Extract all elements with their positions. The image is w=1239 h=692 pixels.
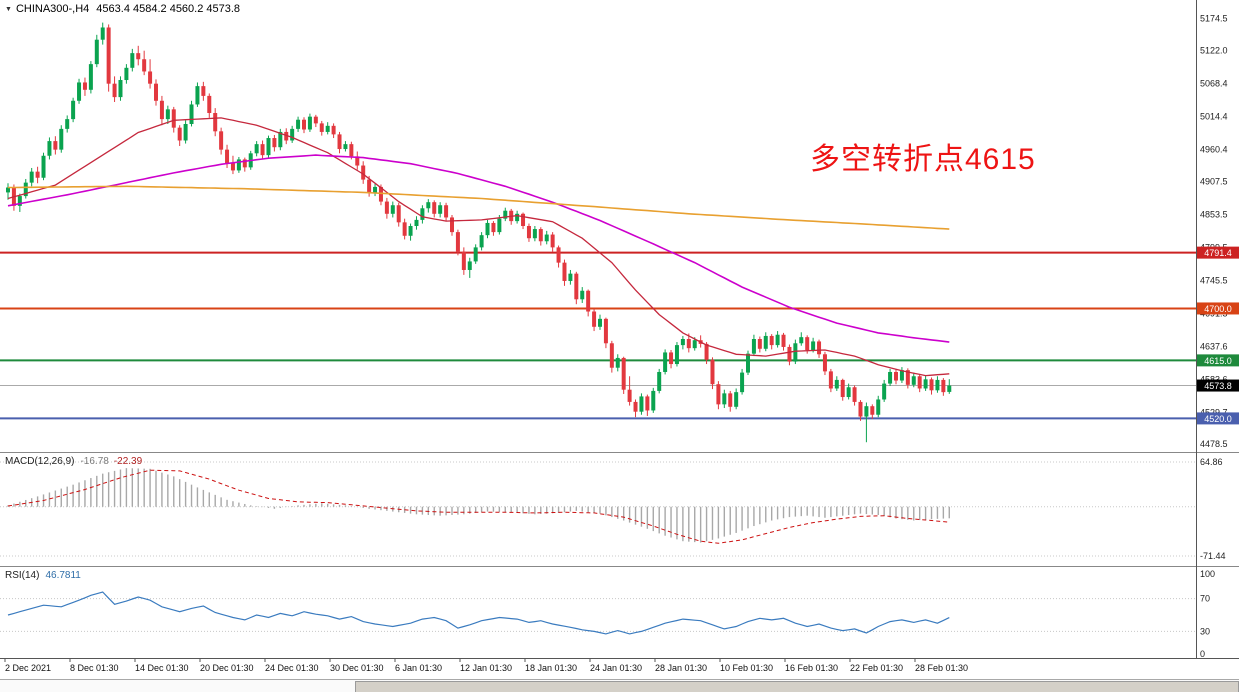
svg-text:10 Feb 01:30: 10 Feb 01:30 xyxy=(720,663,773,673)
svg-text:12 Jan 01:30: 12 Jan 01:30 xyxy=(460,663,512,673)
svg-text:24 Jan 01:30: 24 Jan 01:30 xyxy=(590,663,642,673)
svg-text:4745.5: 4745.5 xyxy=(1200,276,1228,286)
svg-text:28 Jan 01:30: 28 Jan 01:30 xyxy=(655,663,707,673)
svg-text:30: 30 xyxy=(1200,626,1210,636)
svg-text:-71.44: -71.44 xyxy=(1200,551,1226,561)
annotation-text: 多空转折点4615 xyxy=(810,143,1036,176)
horizontal-scrollbar[interactable] xyxy=(0,679,1239,692)
svg-text:14 Dec 01:30: 14 Dec 01:30 xyxy=(135,663,189,673)
svg-text:4478.5: 4478.5 xyxy=(1200,439,1228,449)
svg-text:4520.0: 4520.0 xyxy=(1204,414,1232,424)
svg-text:4960.4: 4960.4 xyxy=(1200,144,1228,154)
svg-text:30 Dec 01:30: 30 Dec 01:30 xyxy=(330,663,384,673)
svg-text:5174.5: 5174.5 xyxy=(1200,14,1228,24)
svg-text:4615.0: 4615.0 xyxy=(1204,356,1232,366)
svg-text:0: 0 xyxy=(1200,649,1205,659)
svg-text:100: 100 xyxy=(1200,569,1215,579)
ohlc-values-label: 4563.4 4584.2 4560.2 4573.8 xyxy=(96,3,241,15)
svg-text:28 Feb 01:30: 28 Feb 01:30 xyxy=(915,663,968,673)
svg-text:5122.0: 5122.0 xyxy=(1200,46,1228,56)
svg-text:22 Feb 01:30: 22 Feb 01:30 xyxy=(850,663,903,673)
rsi-label: RSI(14) xyxy=(5,570,40,581)
svg-text:4853.5: 4853.5 xyxy=(1200,210,1228,220)
svg-text:6 Jan 01:30: 6 Jan 01:30 xyxy=(395,663,442,673)
svg-text:2 Dec 2021: 2 Dec 2021 xyxy=(5,663,51,673)
rsi-header: RSI(14) 46.7811 xyxy=(5,570,81,581)
svg-text:64.86: 64.86 xyxy=(1200,457,1223,467)
rsi-value: 46.7811 xyxy=(45,570,81,581)
svg-text:4700.0: 4700.0 xyxy=(1204,304,1232,314)
svg-text:4907.5: 4907.5 xyxy=(1200,177,1228,187)
svg-text:18 Jan 01:30: 18 Jan 01:30 xyxy=(525,663,577,673)
svg-text:4573.8: 4573.8 xyxy=(1204,381,1232,391)
chart-header: ▼ CHINA300-,H4 4563.4 4584.2 4560.2 4573.8 xyxy=(5,3,240,15)
svg-text:8 Dec 01:30: 8 Dec 01:30 xyxy=(70,663,119,673)
macd-label: MACD(12,26,9) xyxy=(5,456,75,467)
symbol-period-label: CHINA300-,H4 xyxy=(15,3,90,15)
svg-text:4637.6: 4637.6 xyxy=(1200,342,1228,352)
macd-signal-value: -22.39 xyxy=(113,456,143,467)
svg-text:4791.4: 4791.4 xyxy=(1204,248,1232,258)
svg-text:16 Feb 01:30: 16 Feb 01:30 xyxy=(785,663,838,673)
svg-text:70: 70 xyxy=(1200,594,1210,604)
scrollbar-thumb[interactable] xyxy=(355,681,1239,692)
svg-text:20 Dec 01:30: 20 Dec 01:30 xyxy=(200,663,254,673)
svg-text:5068.4: 5068.4 xyxy=(1200,78,1228,88)
svg-text:24 Dec 01:30: 24 Dec 01:30 xyxy=(265,663,319,673)
macd-value: -16.78 xyxy=(80,456,109,467)
macd-header: MACD(12,26,9) -16.78 -22.39 xyxy=(5,456,142,467)
collapse-triangle-icon[interactable]: ▼ xyxy=(5,6,12,13)
svg-text:5014.4: 5014.4 xyxy=(1200,111,1228,121)
